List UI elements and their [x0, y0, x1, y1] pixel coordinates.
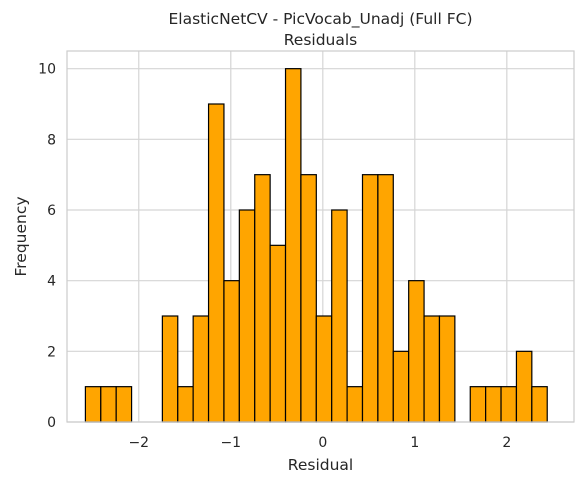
histogram-bar	[409, 281, 424, 422]
histogram-bar	[316, 316, 331, 422]
histogram-bar	[301, 175, 316, 422]
y-axis-label: Frequency	[12, 196, 30, 276]
y-tick-label: 10	[38, 62, 56, 78]
x-tick-label: −1	[220, 435, 241, 451]
chart-subtitle: Residuals	[284, 31, 358, 49]
chart-title: ElasticNetCV - PicVocab_Unadj (Full FC)	[169, 10, 473, 29]
y-tick-label: 6	[47, 203, 56, 219]
histogram-bar	[393, 351, 408, 422]
histogram-bar	[193, 316, 208, 422]
y-tick-label: 4	[47, 274, 56, 290]
histogram-bar	[424, 316, 439, 422]
x-tick-label: 1	[410, 435, 419, 451]
histogram-bar	[224, 281, 239, 422]
x-tick-label: −2	[128, 435, 149, 451]
y-tick-label: 0	[47, 415, 56, 431]
histogram-bar	[255, 175, 270, 422]
histogram-bar	[270, 245, 285, 422]
histogram-bar	[516, 351, 531, 422]
histogram-bar	[332, 210, 347, 422]
histogram-bar	[362, 175, 377, 422]
histogram-bar	[178, 387, 193, 422]
x-tick-label: 0	[318, 435, 327, 451]
histogram-bar	[470, 387, 485, 422]
histogram-bar	[347, 387, 362, 422]
x-tick-label: 2	[502, 435, 511, 451]
histogram-bar	[286, 69, 301, 422]
histogram-bar	[209, 104, 224, 422]
y-tick-label: 8	[47, 132, 56, 148]
histogram-bar	[162, 316, 177, 422]
histogram-bar	[532, 387, 547, 422]
histogram-bar	[101, 387, 116, 422]
histogram-bar	[116, 387, 131, 422]
histogram-bar	[501, 387, 516, 422]
histogram-bar	[378, 175, 393, 422]
histogram-bar	[439, 316, 454, 422]
histogram-bars	[85, 69, 547, 422]
x-axis-label: Residual	[288, 456, 353, 474]
histogram-bar	[486, 387, 501, 422]
y-tick-label: 2	[47, 344, 56, 360]
histogram-bar	[239, 210, 254, 422]
histogram-bar	[85, 387, 100, 422]
